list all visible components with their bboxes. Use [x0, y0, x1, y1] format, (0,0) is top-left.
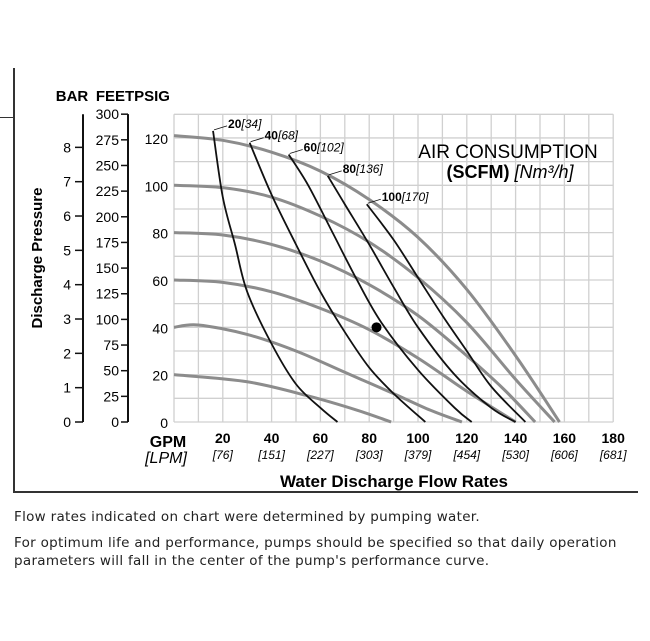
- air-curve-scfm: 100: [382, 190, 402, 204]
- air-curve-nm3h: [170]: [401, 190, 429, 204]
- note-flow-rates: Flow rates indicated on chart were deter…: [14, 509, 481, 525]
- bar-tick-label: 7: [63, 174, 71, 190]
- x-tick-gpm: 180: [602, 430, 626, 446]
- bar-tick-label: 4: [63, 277, 71, 293]
- x-tick-lpm: [379]: [404, 448, 432, 462]
- x-tick-lpm: [227]: [306, 448, 334, 462]
- x-tick-lpm: [454]: [452, 448, 480, 462]
- feet-tick-label: 125: [96, 286, 120, 302]
- air-curve-scfm: 20: [228, 117, 242, 131]
- air-curve-leader: [289, 149, 303, 154]
- feet-tick-label: 300: [96, 106, 120, 122]
- x-tick-lpm: [303]: [355, 448, 383, 462]
- chart-title-units: (SCFM) [Nm³/h]: [446, 162, 574, 182]
- air-curve-60: [287, 154, 473, 423]
- air-curve-scfm: 40: [265, 129, 279, 143]
- air-curve-scfm: 60: [304, 141, 318, 155]
- example-operating-point: [371, 322, 382, 333]
- x-tick-lpm: [681]: [599, 448, 627, 462]
- air-curve-scfm: 80: [343, 162, 357, 176]
- x-tick-lpm: [76]: [212, 448, 234, 462]
- x-tick-gpm: 100: [406, 430, 430, 446]
- air-curve-leader: [328, 170, 342, 176]
- x-tick-gpm: 160: [553, 430, 577, 446]
- air-curve-label: 20[34]: [228, 117, 262, 131]
- psig-tick-label: 60: [152, 273, 168, 289]
- x-tick-lpm: [530]: [501, 448, 529, 462]
- note-optimum-line1: For optimum life and performance, pumps …: [14, 535, 617, 551]
- air-curve-label: 80[136]: [343, 162, 384, 176]
- pump-performance-chart: 20[34]40[68]60[102]80[136]100[170]AIR CO…: [29, 88, 627, 491]
- performance-curve-60: [173, 278, 517, 424]
- air-curve-nm3h: [102]: [316, 141, 344, 155]
- psig-tick-label: 100: [145, 178, 169, 194]
- performance-curve-40: [173, 323, 463, 424]
- x-tick-gpm: 140: [504, 430, 528, 446]
- psig-tick-label: 40: [152, 320, 168, 336]
- feet-tick-label: 150: [96, 260, 120, 276]
- feet-tick-label: 0: [111, 414, 119, 430]
- psig-tick-label: 120: [145, 131, 169, 147]
- frame-left-border: [13, 68, 15, 493]
- x-tick-gpm: 60: [313, 430, 329, 446]
- x-axis-label: Water Discharge Flow Rates: [280, 472, 508, 491]
- air-curve-label: 40[68]: [265, 129, 299, 143]
- x-tick-gpm: 40: [264, 430, 280, 446]
- note-optimum-line2: parameters will fall in the center of th…: [14, 553, 490, 569]
- title-unit-scfm: (SCFM): [446, 162, 509, 182]
- feet-tick-label: 175: [96, 234, 120, 250]
- air-curve-nm3h: [34]: [240, 117, 262, 131]
- psig-tick-label: 20: [152, 368, 168, 384]
- chart-title: AIR CONSUMPTION: [418, 142, 597, 163]
- air-curve-100: [366, 203, 527, 423]
- x-tick-lpm: [151]: [257, 448, 285, 462]
- bar-tick-label: 2: [63, 345, 71, 361]
- air-curve-80: [326, 175, 517, 423]
- feet-tick-label: 75: [103, 337, 119, 353]
- y-unit-header: PSIG: [134, 88, 170, 105]
- bar-tick-label: 8: [63, 139, 71, 155]
- performance-curve-80: [173, 231, 537, 424]
- feet-tick-label: 225: [96, 183, 120, 199]
- air-curve-nm3h: [136]: [355, 162, 383, 176]
- feet-tick-label: 275: [96, 132, 120, 148]
- air-curve-nm3h: [68]: [277, 129, 299, 143]
- x-tick-gpm: 120: [455, 430, 479, 446]
- air-curve-label: 100[170]: [382, 190, 429, 204]
- air-curve-label: 60[102]: [304, 141, 345, 155]
- air-curve-20: [212, 130, 339, 423]
- y-axis-label: Discharge Pressure: [29, 188, 46, 329]
- psig-tick-label: 80: [152, 226, 168, 242]
- performance-curve-100: [173, 183, 556, 424]
- air-curve-40: [248, 142, 426, 423]
- x-tick-gpm: 20: [215, 430, 231, 446]
- feet-tick-label: 100: [96, 311, 120, 327]
- frame-tick: [0, 117, 13, 118]
- x-tick-lpm: [606]: [550, 448, 578, 462]
- air-curve-leader: [250, 137, 264, 143]
- bar-tick-label: 5: [63, 242, 71, 258]
- bar-tick-label: 3: [63, 311, 71, 327]
- y-unit-header: BAR: [56, 88, 89, 105]
- x-tick-gpm: 80: [361, 430, 377, 446]
- bar-tick-label: 6: [63, 208, 71, 224]
- feet-tick-label: 250: [96, 157, 120, 173]
- y-unit-header: FEET: [96, 88, 134, 105]
- x-unit-lpm: [LPM]: [144, 450, 187, 467]
- x-unit-gpm: GPM: [150, 434, 186, 451]
- bar-tick-label: 1: [63, 380, 71, 396]
- air-curve-leader: [367, 198, 381, 204]
- psig-tick-label: 0: [160, 415, 168, 431]
- performance-curve-120: [173, 134, 561, 423]
- title-unit-metric: [Nm³/h]: [513, 162, 574, 182]
- frame-bottom-border: [13, 491, 638, 493]
- feet-tick-label: 25: [103, 388, 119, 404]
- bar-tick-label: 0: [63, 414, 71, 430]
- feet-tick-label: 200: [96, 209, 120, 225]
- air-curve-leader: [213, 125, 228, 131]
- feet-tick-label: 50: [103, 363, 119, 379]
